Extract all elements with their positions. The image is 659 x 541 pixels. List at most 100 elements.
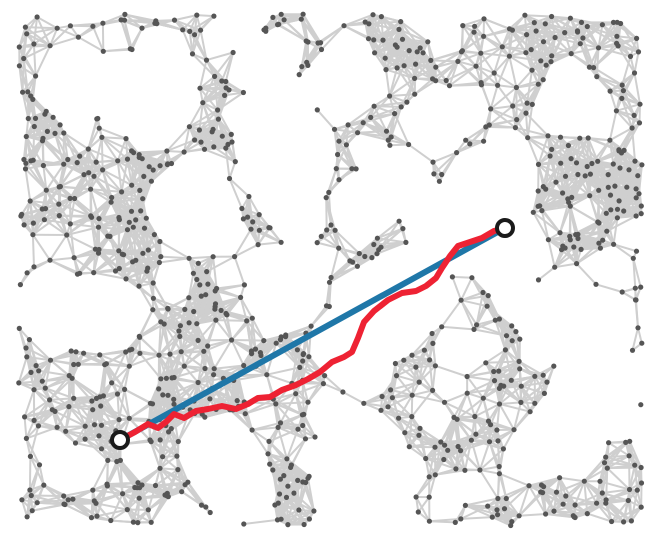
graph-edge [116, 393, 131, 419]
graph-edge [195, 323, 205, 352]
graph-edge [387, 394, 413, 408]
graph-edge [597, 24, 604, 48]
graph-edge [128, 354, 160, 368]
graph-edge [297, 482, 307, 511]
graph-edge [526, 137, 540, 165]
graph-edge [428, 359, 434, 391]
graph-edge [527, 134, 549, 139]
graph-edge [43, 218, 68, 236]
graph-edge [213, 146, 236, 163]
graph-edge [251, 429, 270, 443]
graph-edge [158, 330, 180, 356]
graph-edge [605, 441, 627, 458]
graph-edge [320, 235, 340, 249]
graph-edge [574, 480, 586, 506]
graph-edge [102, 169, 133, 187]
graph-edge [589, 194, 620, 202]
graph-edge [307, 382, 325, 403]
graph-edge [616, 35, 637, 40]
graph-edge [22, 57, 37, 77]
graph-edge [232, 409, 253, 431]
graph-edge [98, 217, 128, 231]
graph-edge [71, 377, 101, 398]
graph-edge [36, 16, 58, 30]
graph-edge [159, 468, 166, 496]
graph-edge [528, 485, 547, 515]
graph-edge [389, 143, 409, 147]
graph-edge [426, 41, 432, 61]
graph-edge [96, 508, 128, 518]
graph-edge [518, 491, 544, 517]
graph-edge [286, 438, 307, 460]
graph-edge [628, 455, 642, 469]
graph-edge [228, 161, 237, 179]
graph-edge [138, 335, 160, 356]
graph-edge [586, 502, 607, 515]
graph-edge [206, 256, 215, 285]
graph-edge [393, 93, 416, 115]
graph-edge [368, 28, 400, 40]
graph-edge [485, 360, 520, 364]
graph-edge [512, 83, 539, 107]
graph-edge [100, 405, 130, 420]
graph-edge [99, 405, 117, 432]
graph-edge [74, 425, 87, 444]
graph-edge [616, 197, 637, 219]
graph-edge [497, 84, 517, 89]
graph-edge [405, 78, 416, 103]
graph-edge [28, 339, 38, 366]
graph-edge [550, 15, 566, 34]
graph-edge [449, 83, 482, 87]
graph-edge [541, 476, 560, 486]
graph-edge [56, 27, 79, 39]
graph-edge [212, 256, 218, 289]
graph-edge [290, 438, 307, 466]
graph-edge [179, 310, 195, 327]
graph-edge [306, 42, 319, 66]
graph-edge [577, 174, 591, 197]
graph-edge [173, 381, 199, 405]
graph-edge [191, 53, 216, 78]
graph-edge [224, 147, 231, 179]
graph-edge [215, 319, 233, 341]
graph-edge [58, 164, 65, 188]
graph-edge [591, 139, 611, 165]
graph-edge [482, 35, 511, 57]
graph-edge [221, 135, 237, 163]
graph-edge [130, 184, 144, 200]
graph-edge [593, 66, 623, 86]
graph-edge [72, 397, 87, 427]
graph-edge [159, 257, 190, 264]
graph-edge [456, 140, 484, 154]
graph-edge [503, 375, 536, 388]
graph-edge [266, 366, 301, 376]
graph-edge [461, 25, 482, 54]
graph-edge [414, 78, 434, 95]
graph-edge [445, 65, 477, 82]
graph-edge [216, 287, 241, 299]
graph-edge [411, 394, 445, 404]
graph-edge [225, 80, 244, 94]
graph-edge [25, 437, 41, 466]
graph-edge [20, 200, 32, 215]
graph-edge [99, 351, 126, 356]
graph-edge [415, 474, 437, 498]
graph-edge [588, 173, 609, 197]
graph-edge [54, 397, 75, 413]
graph-edge [198, 102, 204, 131]
graph-edge [391, 381, 420, 399]
graph-edge [466, 375, 495, 382]
graph-edge [69, 172, 90, 199]
graph-edge [533, 21, 566, 34]
graph-edge [18, 33, 28, 67]
graph-edge [101, 169, 123, 193]
graph-edge [612, 217, 619, 245]
graph-edge [193, 302, 216, 313]
graph-edge [109, 210, 133, 238]
graph-edge [111, 196, 143, 200]
graph-edge [479, 52, 496, 74]
graph-edge [101, 417, 130, 427]
graph-edge [599, 480, 630, 491]
graph-edge [403, 416, 413, 434]
graph-edge [633, 51, 640, 74]
